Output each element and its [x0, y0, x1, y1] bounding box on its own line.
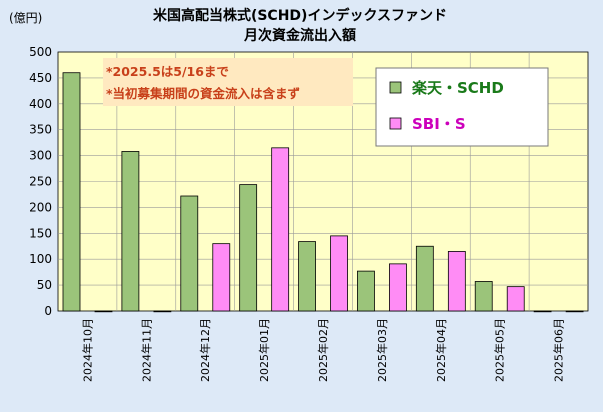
bar-series-1 [94, 310, 113, 313]
y-tick-label: 0 [44, 304, 52, 318]
legend-label-series-0: 楽天・SCHD [412, 79, 504, 97]
bar-series-1 [565, 310, 584, 313]
x-tick-label: 2025年04月 [434, 318, 448, 382]
y-tick-label: 250 [29, 175, 52, 189]
legend-swatch-series-0 [389, 81, 402, 94]
chart-title-line2: 月次資金流出入額 [243, 27, 356, 44]
x-tick-label: 2024年12月 [198, 318, 212, 382]
y-tick-label: 500 [29, 45, 52, 59]
y-tick-label: 50 [37, 278, 52, 292]
bar-series-1 [330, 235, 348, 312]
bar-series-1 [447, 251, 466, 312]
legend-label-series-1: SBI・S [412, 115, 466, 133]
x-tick-label: 2025年01月 [257, 318, 271, 382]
bar-series-0 [62, 72, 81, 312]
bar-series-1 [212, 243, 231, 312]
legend [375, 67, 549, 147]
bar-series-1 [153, 310, 172, 313]
bar-series-1 [506, 286, 525, 312]
x-tick-label: 2024年10月 [80, 318, 94, 382]
y-tick-label: 100 [29, 252, 52, 266]
y-axis-ticks: 0 50 100 150 200 250 300 350 400 450 500 [29, 45, 52, 318]
y-tick-label: 350 [29, 123, 52, 137]
note-line1: *2025.5は5/16まで [106, 64, 229, 79]
bar-series-0 [474, 281, 493, 312]
y-tick-label: 300 [29, 149, 52, 163]
chart-title-line1: 米国高配当株式(SCHD)インデックスファンド [153, 7, 447, 24]
bar-series-0 [298, 241, 316, 312]
bar-series-0 [533, 310, 552, 313]
y-axis-label: (億円) [9, 11, 42, 25]
x-tick-label: 2025年06月 [552, 318, 566, 382]
x-tick-label: 2024年11月 [139, 318, 153, 382]
y-tick-label: 150 [29, 226, 52, 240]
bars [62, 72, 584, 313]
bar-series-0 [357, 270, 375, 312]
bar-series-1 [271, 147, 290, 312]
x-tick-label: 2025年05月 [493, 318, 507, 382]
bar-series-0 [180, 195, 199, 312]
y-tick-label: 200 [29, 200, 52, 214]
x-tick-label: 2025年03月 [375, 318, 389, 382]
x-tick-label: 2025年02月 [316, 318, 330, 382]
bar-series-1 [389, 263, 407, 312]
bar-series-0 [121, 151, 140, 312]
bar-series-0 [239, 184, 258, 312]
y-tick-label: 400 [29, 97, 52, 111]
note-box [103, 58, 353, 106]
x-axis-ticks: 2024年10月 2024年11月 2024年12月 2025年01月 2025年02月… [80, 318, 565, 382]
y-tick-label: 450 [29, 71, 52, 85]
note-line2: *当初募集期間の資金流入は含まず [106, 86, 301, 101]
bar-series-0 [415, 245, 434, 312]
legend-swatch-series-1 [389, 117, 402, 130]
